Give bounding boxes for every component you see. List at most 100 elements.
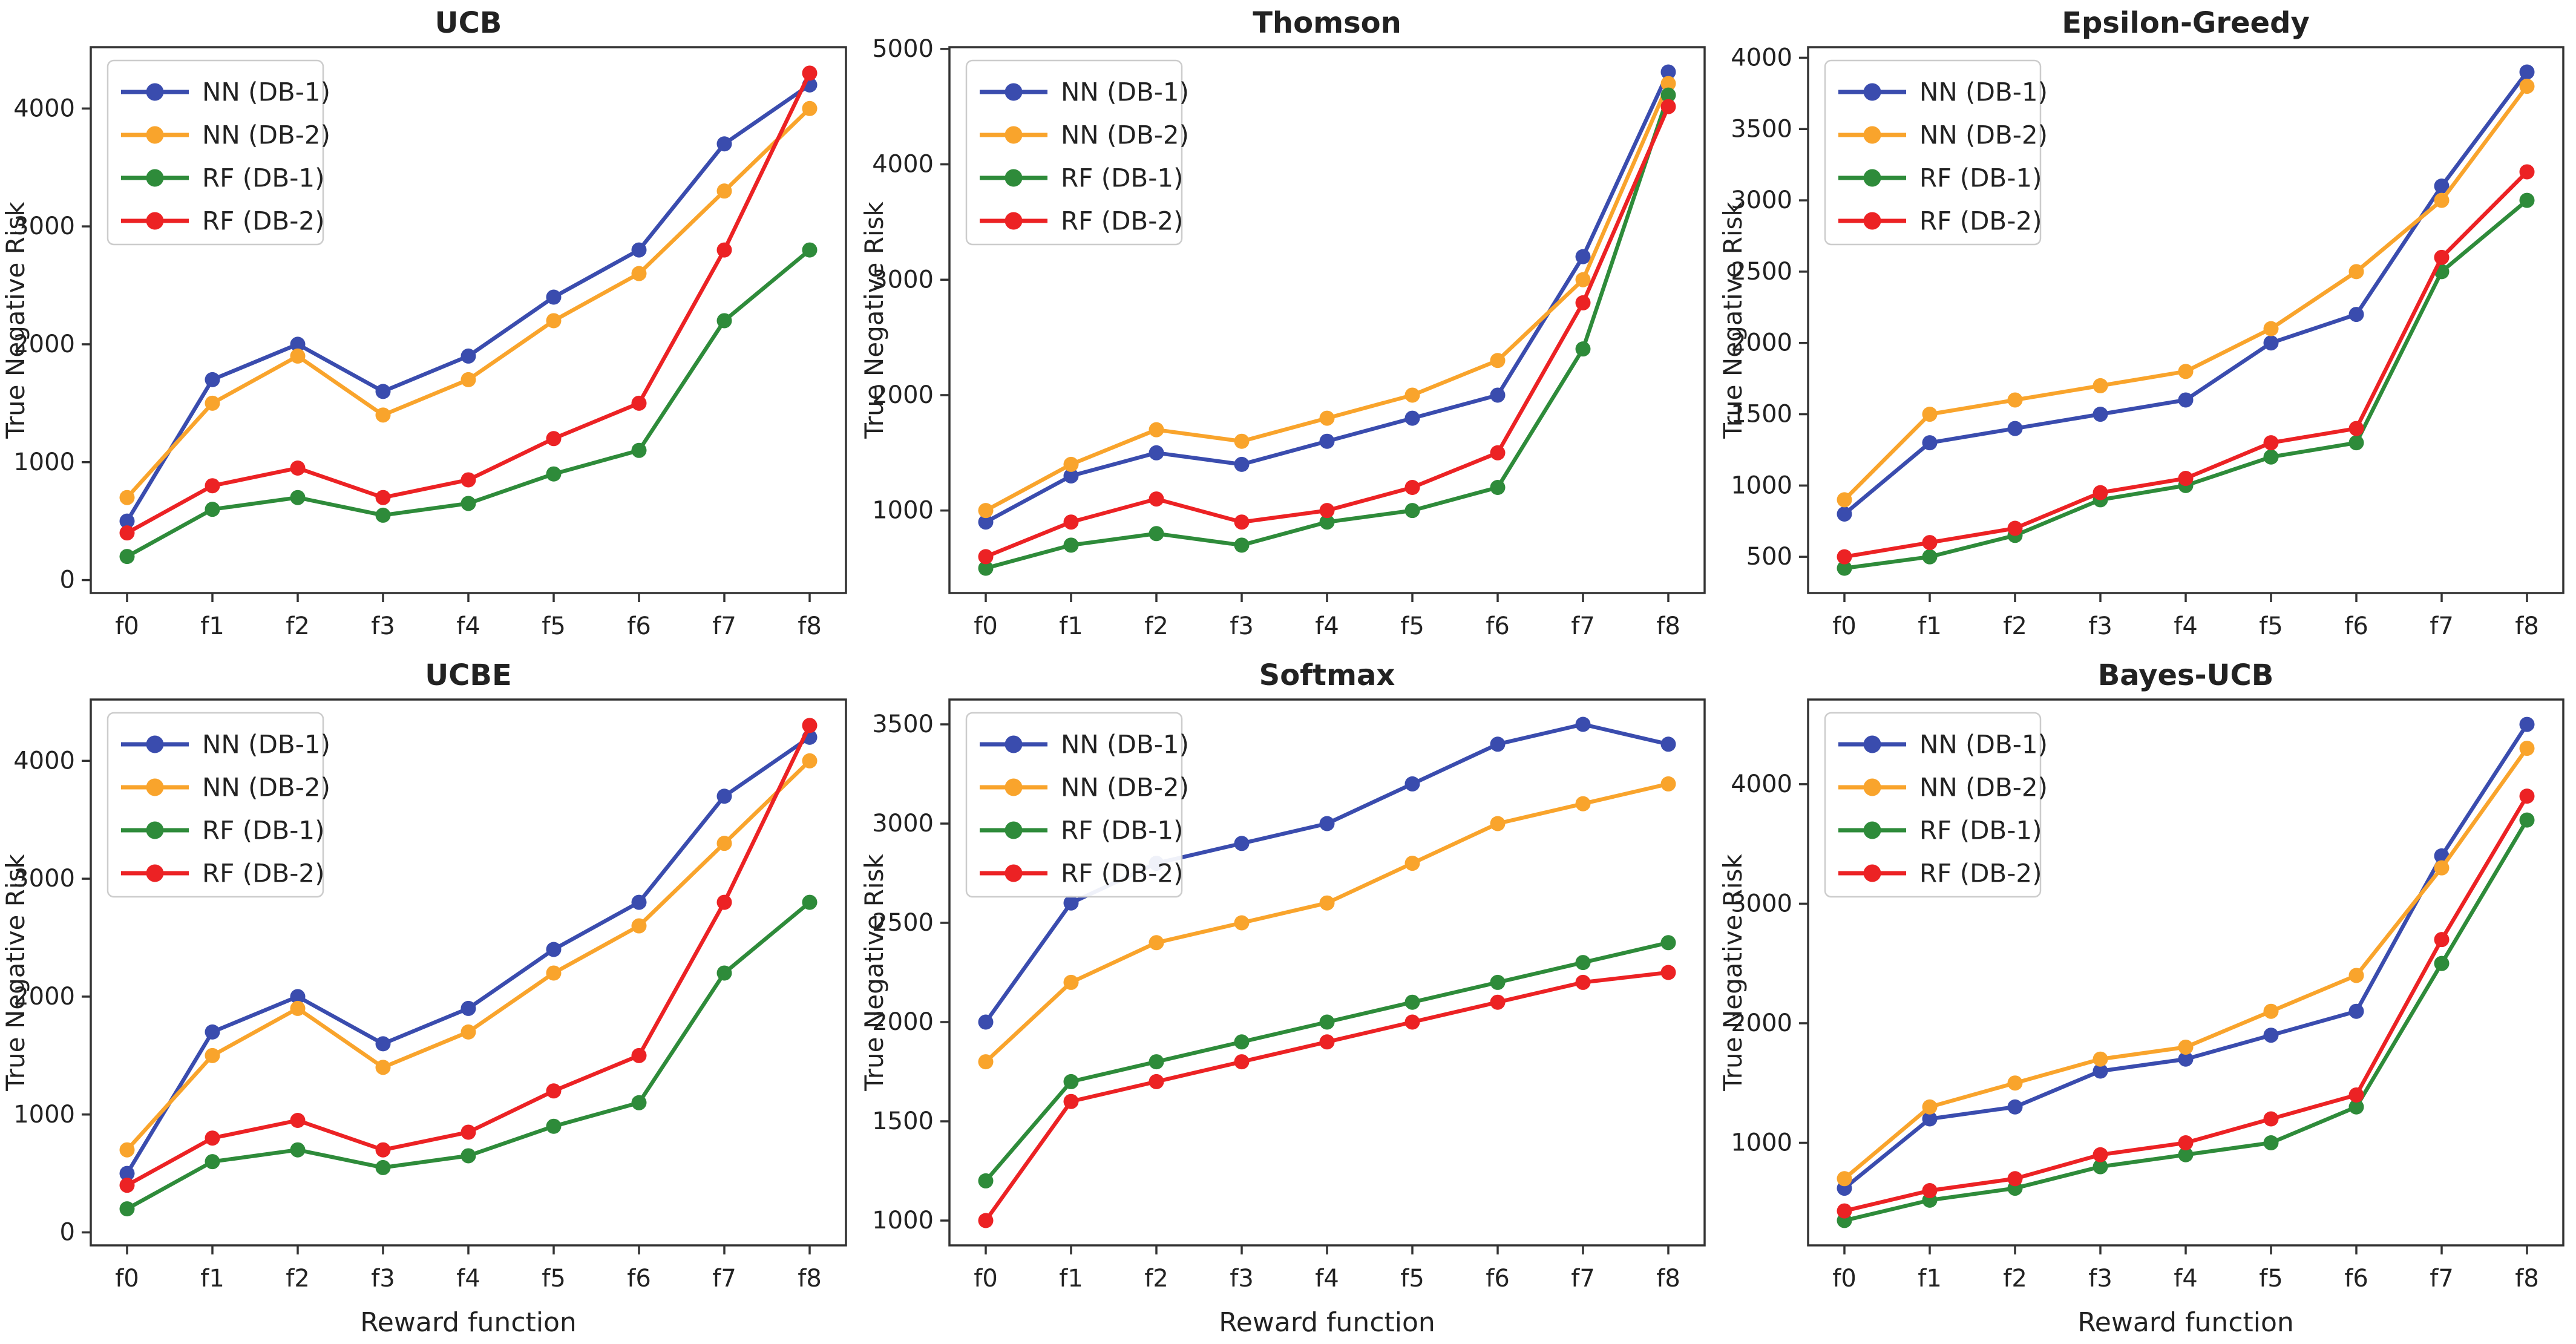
y-axis-label: True Negative Risk (859, 854, 889, 1092)
legend-swatch-marker (146, 735, 164, 753)
y-tick-label: 1000 (872, 1207, 934, 1234)
x-tick-label: f1 (1918, 612, 1942, 640)
legend-label: RF (DB-1) (1061, 816, 1184, 845)
data-point-marker (1660, 935, 1676, 951)
data-point-marker (375, 1036, 391, 1052)
data-point-marker (1575, 295, 1591, 310)
data-point-marker (119, 1201, 135, 1217)
legend-entry-rf-db-2: RF (DB-2) (1838, 859, 2042, 888)
data-point-marker (205, 478, 220, 494)
y-axis-label: True Negative Risk (859, 202, 889, 439)
data-point-marker (2178, 1135, 2194, 1151)
y-tick-label: 1000 (13, 448, 75, 476)
x-tick-label: f0 (115, 612, 139, 640)
data-point-marker (1404, 480, 1420, 496)
series-rf-db-2 (119, 718, 818, 1193)
legend-swatch-marker (146, 169, 164, 187)
y-tick-label: 3000 (13, 865, 75, 893)
y-tick-label: 1000 (1731, 471, 1792, 499)
legend-entry-rf-db-2: RF (DB-2) (121, 859, 325, 888)
legend-label: RF (DB-2) (1919, 859, 2042, 888)
legend-label: NN (DB-2) (202, 120, 330, 150)
data-point-marker (205, 1154, 220, 1170)
subplot-title: UCB (435, 6, 502, 40)
y-tick-label: 4000 (13, 94, 75, 122)
data-point-marker (1660, 776, 1676, 792)
legend-swatch-marker (146, 778, 164, 796)
legend-entry-nn-db-2: NN (DB-2) (121, 773, 330, 802)
data-point-marker (1837, 492, 1852, 508)
x-tick-label: f2 (286, 612, 310, 640)
data-point-marker (1837, 560, 1852, 576)
legend-label: RF (DB-1) (202, 163, 325, 193)
legend-entry-nn-db-1: NN (DB-1) (1838, 730, 2048, 759)
data-point-marker (1234, 537, 1250, 553)
data-point-marker (1575, 249, 1591, 264)
data-point-marker (2519, 812, 2535, 828)
data-point-marker (1319, 410, 1335, 426)
x-tick-label: f4 (1315, 1265, 1339, 1293)
data-point-marker (2348, 264, 2364, 280)
data-point-marker (2093, 378, 2108, 393)
legend-label: NN (DB-1) (1919, 730, 2048, 759)
y-tick-label: 3000 (13, 212, 75, 240)
data-point-marker (1660, 99, 1676, 114)
series-rf-db-1 (978, 935, 1676, 1188)
data-point-marker (2348, 968, 2364, 983)
data-point-marker (1063, 1093, 1079, 1109)
data-point-marker (2434, 860, 2450, 876)
data-point-marker (375, 1060, 391, 1075)
legend-entry-rf-db-1: RF (DB-1) (980, 163, 1184, 193)
data-point-marker (2093, 1063, 2108, 1079)
data-point-marker (1922, 535, 1938, 551)
legend-swatch-marker (1863, 83, 1881, 101)
y-tick-label: 2500 (1731, 258, 1792, 286)
data-point-marker (1575, 974, 1591, 990)
data-point-marker (1404, 410, 1420, 426)
legend-swatch-marker (1005, 83, 1023, 101)
legend-box (965, 712, 1183, 898)
data-point-marker (1575, 955, 1591, 971)
data-point-marker (2093, 485, 2108, 500)
series-nn-db-2 (119, 100, 818, 505)
legend-box (965, 59, 1183, 246)
data-point-marker (2093, 407, 2108, 422)
y-tick-label: 3500 (872, 710, 934, 738)
data-point-marker (546, 942, 562, 957)
data-point-marker (2263, 449, 2279, 465)
legend-swatch-marker (1005, 821, 1023, 839)
data-point-marker (978, 560, 994, 576)
legend-box (1824, 712, 2042, 898)
data-point-marker (1149, 422, 1164, 438)
y-tick-label: 1000 (872, 497, 934, 525)
legend-swatch-marker (146, 212, 164, 230)
data-point-marker (1490, 994, 1506, 1010)
data-point-marker (460, 1024, 476, 1040)
series-markers-rf-db-2 (119, 65, 818, 541)
x-tick-label: f0 (1832, 1265, 1857, 1293)
legend-label: RF (DB-1) (1919, 163, 2042, 193)
x-axis-label: Reward function (1219, 1307, 1435, 1338)
data-point-marker (2348, 421, 2364, 436)
y-tick-label: 500 (1746, 543, 1792, 571)
data-point-marker (460, 472, 476, 488)
data-point-marker (1404, 776, 1420, 792)
x-tick-label: f2 (2003, 1265, 2027, 1293)
x-tick-label: f8 (798, 612, 822, 640)
y-tick-label: 3500 (1731, 115, 1792, 143)
x-tick-label: f1 (1918, 1265, 1942, 1293)
legend-label: NN (DB-1) (202, 730, 330, 759)
y-tick-label: 2000 (872, 381, 934, 409)
legend-entry-rf-db-1: RF (DB-1) (121, 816, 325, 845)
legend-box (107, 59, 324, 246)
y-tick-label: 4000 (1731, 44, 1792, 71)
data-point-marker (2007, 421, 2023, 436)
series-markers-rf-db-2 (978, 99, 1676, 565)
data-point-marker (460, 1000, 476, 1016)
series-markers-nn-db-2 (1837, 79, 2535, 508)
x-axis-ticks: f0 f1 f2 f3 f4 f5 f6 f7 f8 (974, 593, 1680, 640)
legend-label: RF (DB-1) (1919, 816, 2042, 845)
legend-swatch-marker (146, 864, 164, 882)
data-point-marker (716, 788, 732, 804)
